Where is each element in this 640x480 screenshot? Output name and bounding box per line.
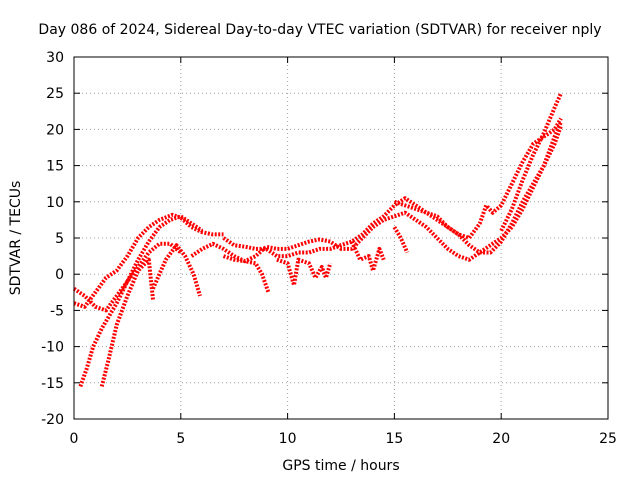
y-axis-label: SDTVAR / TECUs (8, 181, 24, 296)
data-series-arc-12 (349, 240, 386, 273)
data-series-arc-9 (276, 257, 333, 288)
y-tick-label: 0 (55, 267, 64, 283)
data-layer (72, 92, 563, 388)
x-tick-label: 15 (385, 431, 403, 447)
data-series-arc-8 (222, 125, 563, 264)
x-tick-label: 0 (70, 431, 79, 447)
data-series-arc-4 (99, 257, 155, 387)
y-tick-label: 20 (46, 122, 64, 138)
x-tick-label: 10 (279, 431, 297, 447)
data-series-arc-6 (190, 241, 271, 293)
x-tick-label: 5 (176, 431, 185, 447)
y-tick-label: 30 (46, 50, 64, 66)
data-series-arc-13 (392, 226, 410, 254)
y-tick-label: 15 (46, 159, 64, 175)
y-tick-label: 25 (46, 86, 64, 102)
grid (74, 57, 608, 419)
chart-title: Day 086 of 2024, Sidereal Day-to-day VTE… (38, 22, 601, 38)
x-tick-label: 25 (599, 431, 617, 447)
y-tick-label: -5 (50, 303, 64, 319)
y-tick-label: -15 (41, 376, 64, 392)
data-series-arc-10 (393, 117, 563, 240)
y-tick-label: 5 (55, 231, 64, 247)
axes: 0 5 10 15 20 25 -20 -15 -10 -5 0 5 10 15 20 25 30 (41, 50, 617, 447)
x-tick-label: 20 (492, 431, 510, 447)
y-tick-label: -10 (41, 340, 64, 356)
y-tick-label: -20 (41, 412, 64, 428)
y-tick-label: 10 (46, 195, 64, 211)
data-series-arc-5 (151, 243, 202, 297)
data-series-arc-3 (78, 214, 204, 388)
data-series-arc-11 (499, 92, 563, 232)
x-axis-label: GPS time / hours (282, 458, 399, 474)
